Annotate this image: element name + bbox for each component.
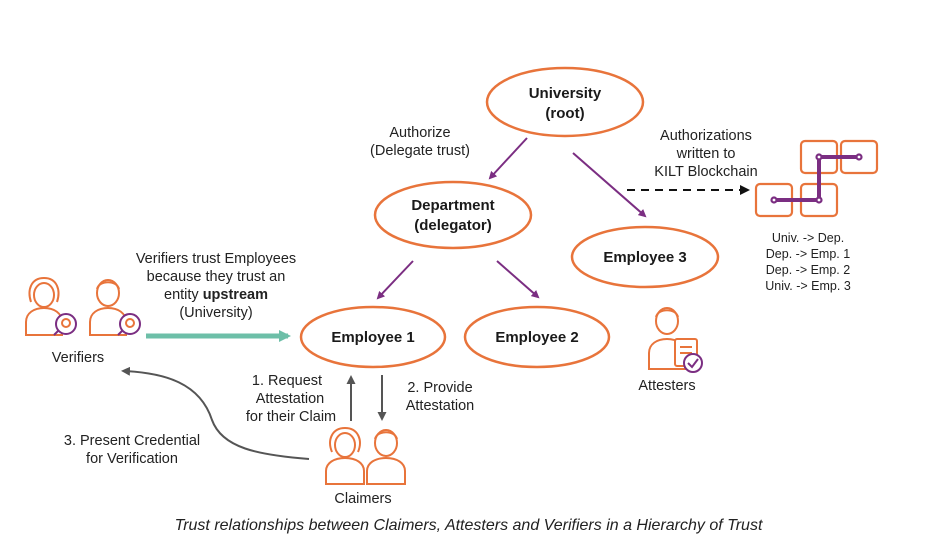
verifiers-trust-line-1: Verifiers trust Employees <box>136 251 296 267</box>
verifiers-trust-bold: upstream <box>203 287 268 303</box>
claimers-icon <box>325 426 406 485</box>
delegate-trust-label: (Delegate trust) <box>370 143 470 159</box>
blockchain-icon <box>754 139 879 218</box>
university-label: University <box>529 85 602 102</box>
employee-3-label: Employee 3 <box>603 249 686 266</box>
chain-entry: Univ. -> Emp. 3 <box>765 279 851 293</box>
authorizations-label-line-2: written to <box>676 146 736 162</box>
authorize-label: Authorize <box>389 125 450 141</box>
node-employee-3: Employee 3 <box>570 225 720 289</box>
provide-label-line-1: 2. Provide <box>407 380 472 396</box>
request-label-line-2: Attestation <box>256 391 325 407</box>
verifiers-label: Verifiers <box>52 350 104 366</box>
department-sublabel: (delegator) <box>414 217 492 234</box>
arrow-department-to-employee-1 <box>376 260 414 300</box>
request-label-line-3: for their Claim <box>246 409 336 425</box>
arrow-department-to-employee-2 <box>496 260 540 299</box>
claimers-label: Claimers <box>334 491 391 507</box>
employee-2-label: Employee 2 <box>495 329 578 346</box>
verifiers-icon <box>25 276 141 336</box>
present-label-line-1: 3. Present Credential <box>64 433 200 449</box>
authorizations-label-line-3: KILT Blockchain <box>654 164 757 180</box>
arrow-present-credential <box>121 366 310 460</box>
verifiers-trust-line-2: because they trust an <box>147 269 286 285</box>
chain-entries: Univ. -> Dep. Dep. -> Emp. 1 Dep. -> Emp… <box>765 231 851 293</box>
chain-entry: Dep. -> Emp. 2 <box>766 263 850 277</box>
node-employee-2: Employee 2 <box>463 305 611 369</box>
node-employee-1: Employee 1 <box>299 305 447 369</box>
employee-1-label: Employee 1 <box>331 329 414 346</box>
verifiers-trust-line-3: entity upstream <box>164 287 268 303</box>
chain-entry: Univ. -> Dep. <box>772 231 844 245</box>
provide-label-line-2: Attestation <box>406 398 475 414</box>
node-university: University (root) <box>485 66 645 138</box>
university-sublabel: (root) <box>545 105 584 122</box>
chain-entry: Dep. -> Emp. 1 <box>766 247 850 261</box>
request-label-line-1: 1. Request <box>252 373 322 389</box>
arrow-university-to-department <box>488 137 528 180</box>
verifiers-trust-line-4: (University) <box>179 305 252 321</box>
verifiers-trust-prefix: entity <box>164 287 203 303</box>
node-department: Department (delegator) <box>373 180 533 250</box>
arrow-university-to-employee-3 <box>572 152 647 218</box>
attesters-icon <box>648 307 703 373</box>
department-label: Department <box>411 197 494 214</box>
authorizations-label-line-1: Authorizations <box>660 128 752 144</box>
figure-caption: Trust relationships between Claimers, At… <box>174 517 763 534</box>
present-label-line-2: for Verification <box>86 451 178 467</box>
attesters-label: Attesters <box>638 378 695 394</box>
